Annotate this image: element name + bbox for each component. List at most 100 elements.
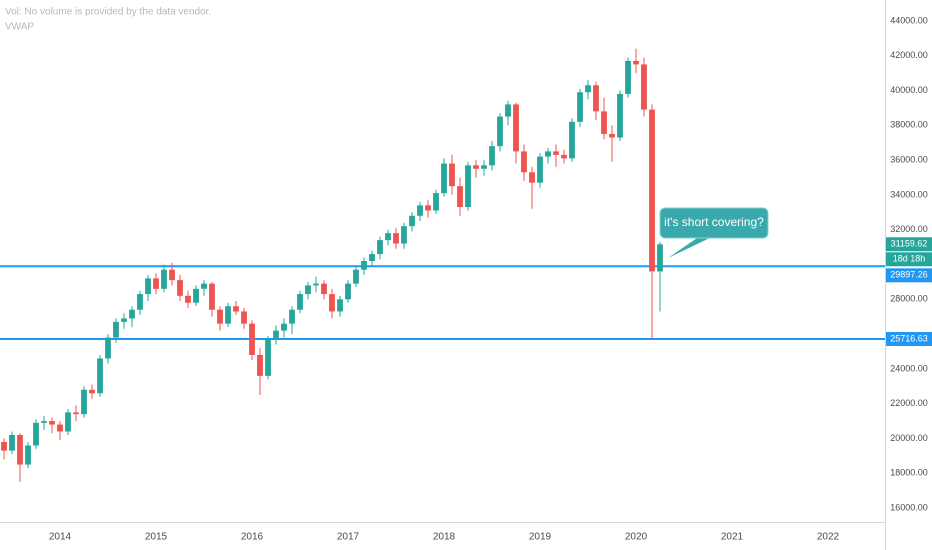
candle-body <box>17 435 23 465</box>
y-tick-label: 22000.00 <box>890 398 928 408</box>
candle-body <box>65 412 71 432</box>
candle-body <box>633 60 639 65</box>
candle-body <box>657 244 663 272</box>
candle-body <box>441 163 447 194</box>
hline-price-box <box>886 268 932 283</box>
candle-body <box>273 330 279 340</box>
y-tick-label: 28000.00 <box>890 294 928 304</box>
x-tick-label: 2016 <box>241 532 264 543</box>
y-tick-label: 44000.00 <box>890 15 928 25</box>
candle-body <box>393 233 399 244</box>
candle-body <box>97 358 103 394</box>
candle-body <box>425 205 431 211</box>
candle-body <box>361 261 367 270</box>
candle-body <box>433 193 439 211</box>
x-tick-label: 2022 <box>817 532 840 543</box>
y-tick-label: 36000.00 <box>890 154 928 164</box>
candle-body <box>625 60 631 94</box>
candle-body <box>289 309 295 324</box>
hline-price-label: 29897.26 <box>890 270 928 280</box>
hline-price-box <box>886 332 932 347</box>
candle-body <box>457 186 463 208</box>
candle-body <box>193 288 199 303</box>
x-tick-label: 2017 <box>337 532 360 543</box>
candle-body <box>265 339 271 376</box>
x-tick-label: 2020 <box>625 532 648 543</box>
callout-tail <box>668 236 714 258</box>
candle-body <box>529 172 535 183</box>
candle-body <box>465 165 471 208</box>
candle-body <box>481 165 487 169</box>
y-tick-label: 34000.00 <box>890 189 928 199</box>
candle-body <box>257 354 263 376</box>
candle-body <box>537 156 543 183</box>
candle-body <box>113 321 119 338</box>
candle-body <box>449 163 455 187</box>
candle-body <box>201 283 207 289</box>
plot-area <box>0 48 885 482</box>
x-tick-label: 2019 <box>529 532 552 543</box>
candle-body <box>89 389 95 394</box>
candle-body <box>505 104 511 117</box>
candle-body <box>577 92 583 122</box>
indicator-label: Vol: No volume is provided by the data v… <box>5 7 211 18</box>
annotation-callout: it's short covering? <box>659 207 769 258</box>
candle-body <box>169 269 175 281</box>
candle-body <box>641 64 647 110</box>
candle-body <box>409 215 415 227</box>
y-tick-label: 16000.00 <box>890 502 928 512</box>
candle-body <box>569 121 575 159</box>
candle-body <box>513 104 519 152</box>
candle-body <box>617 93 623 138</box>
candle-body <box>369 254 375 261</box>
candle-body <box>41 421 47 423</box>
candle-body <box>385 233 391 241</box>
candle-body <box>57 424 63 432</box>
candle-body <box>281 323 287 331</box>
candle-body <box>521 151 527 173</box>
y-tick-label: 24000.00 <box>890 363 928 373</box>
candle-body <box>473 165 479 169</box>
candle-body <box>217 309 223 324</box>
hline-price-label: 25716.63 <box>890 333 928 343</box>
candle-body <box>177 280 183 296</box>
x-tick-label: 2021 <box>721 532 744 543</box>
candle-body <box>25 445 31 465</box>
countdown-box <box>886 252 932 267</box>
candle-body <box>561 154 567 159</box>
candle-body <box>145 278 151 295</box>
candle-body <box>137 294 143 310</box>
y-tick-label: 18000.00 <box>890 468 928 478</box>
candle-body <box>225 306 231 324</box>
candle-body <box>585 85 591 93</box>
candle-body <box>153 278 159 289</box>
candle-body <box>417 205 423 216</box>
last-price-box <box>886 237 932 252</box>
candle-body <box>73 412 79 415</box>
candle-body <box>345 283 351 300</box>
candle-body <box>105 337 111 359</box>
candle-body <box>209 283 215 310</box>
indicator-label: VWAP <box>5 22 34 33</box>
candle-body <box>649 109 655 272</box>
candle-body <box>329 294 335 312</box>
candle-body <box>9 435 15 451</box>
y-tick-label: 32000.00 <box>890 224 928 234</box>
candle-body <box>609 133 615 138</box>
annotation-text: it's short covering? <box>664 215 764 229</box>
candle-body <box>489 146 495 166</box>
candle-body <box>553 151 559 155</box>
candle-body <box>49 421 55 425</box>
candle-body <box>249 323 255 355</box>
candle-body <box>593 85 599 112</box>
candle-body <box>81 389 87 415</box>
candle-body <box>297 294 303 310</box>
y-tick-label: 20000.00 <box>890 433 928 443</box>
candle-body <box>1 441 7 451</box>
y-tick-label: 42000.00 <box>890 50 928 60</box>
candle-body <box>401 226 407 244</box>
candle-body <box>129 309 135 319</box>
candle-body <box>497 116 503 147</box>
